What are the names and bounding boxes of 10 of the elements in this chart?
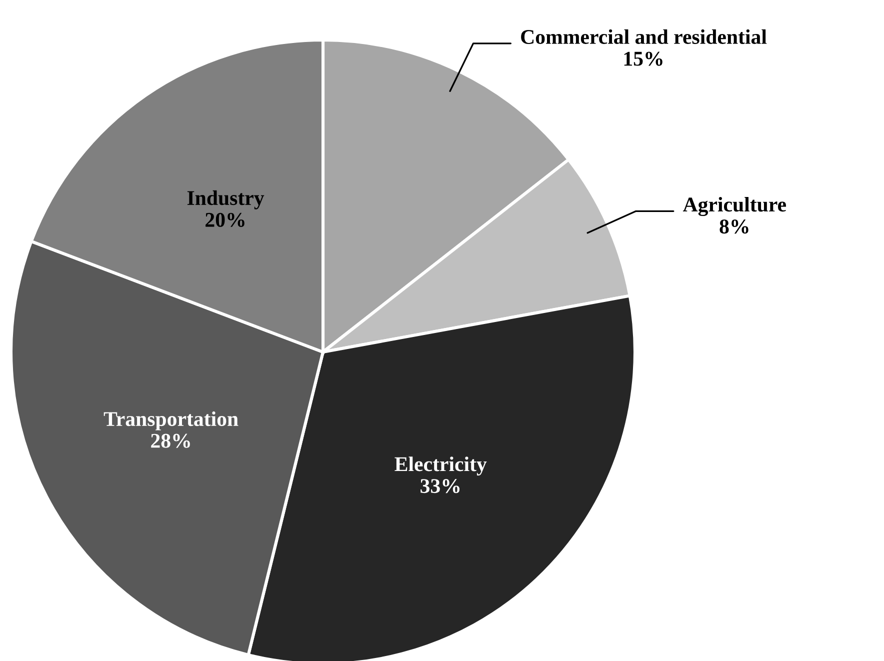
data-label: 33%	[420, 479, 460, 494]
slice-label: Agriculture	[682, 196, 786, 216]
data-label: 20%	[206, 212, 244, 227]
slice-label: Commercial and residential	[521, 29, 767, 44]
data-label: 8%	[720, 220, 748, 234]
slice-label: Electricity	[394, 456, 487, 476]
data-label: 28%	[151, 434, 190, 448]
data-label: 15%	[624, 52, 662, 66]
slice-label: Industry	[187, 190, 264, 210]
slice-label: Transportation	[104, 411, 238, 430]
